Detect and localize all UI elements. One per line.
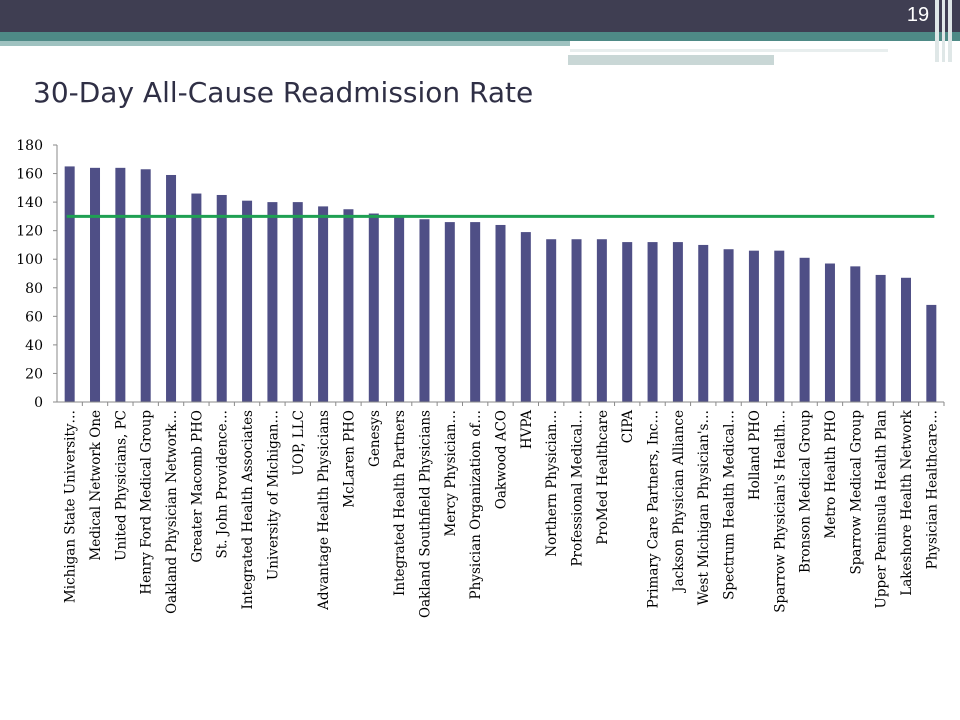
bar — [166, 174, 177, 402]
bar — [774, 250, 785, 402]
header-accent-band — [0, 32, 960, 41]
bar — [926, 304, 937, 402]
y-tick-label: 80 — [25, 281, 43, 297]
header-bar — [0, 0, 960, 32]
x-tick-label: Spectrum Health Medical… — [722, 410, 738, 600]
page-number: 19 — [906, 4, 930, 26]
x-tick-label: Mercy Physician… — [443, 410, 459, 537]
x-tick-label: Oakland Southfield Physicians — [417, 410, 433, 618]
x-tick-label: Physician Healthcare… — [924, 410, 940, 569]
bar — [292, 202, 303, 402]
x-tick-label: University of Michigan… — [265, 410, 281, 580]
bar — [520, 232, 531, 402]
x-tick-label: Greater Macomb PHO — [189, 410, 205, 563]
bar — [571, 239, 582, 402]
bar — [495, 224, 506, 402]
y-tick-label: 20 — [25, 366, 43, 382]
bar — [748, 250, 759, 402]
x-tick-label: Jackson Physician Alliance — [671, 410, 687, 594]
bars — [64, 166, 937, 402]
bar — [698, 244, 709, 402]
y-tick-label: 40 — [25, 338, 43, 354]
x-tick-label: Primary Care Partners, Inc… — [646, 410, 662, 608]
x-tick-label: Advantage Health Physicians — [316, 410, 332, 611]
x-tick-label: Bronson Medical Group — [798, 410, 814, 573]
y-tick-label: 180 — [16, 138, 43, 154]
x-tick-label: Sparrow Physician's Health… — [772, 410, 788, 613]
x-tick-label: Integrated Health Associates — [240, 410, 256, 610]
bar — [900, 277, 911, 402]
y-tick-label: 120 — [16, 224, 43, 240]
x-tick-label: St. John Providence… — [215, 410, 231, 558]
bar — [850, 266, 861, 402]
bar — [672, 242, 683, 402]
header-accent-line — [570, 49, 888, 52]
x-tick-label: Professional Medical… — [570, 410, 586, 567]
bar — [824, 263, 835, 402]
bar — [419, 219, 430, 402]
y-tick-label: 0 — [34, 395, 43, 411]
y-tick-label: 140 — [16, 195, 43, 211]
x-tick-label: Northern Physician… — [544, 410, 560, 557]
header-accent-band-light — [0, 41, 570, 46]
bar — [191, 193, 202, 402]
x-tick-label: Holland PHO — [747, 410, 763, 500]
header-deco-stripe — [948, 0, 952, 62]
x-tick-label: Oakland Physician Network… — [164, 410, 180, 614]
bar — [647, 242, 658, 402]
x-tick-label: Physician Organization of… — [468, 410, 484, 599]
x-tick-label: CIPA — [620, 410, 636, 444]
x-tick-label: Genesys — [367, 410, 383, 467]
x-tick-label: HVPA — [519, 410, 535, 449]
bar — [343, 209, 354, 402]
y-tick-label: 100 — [16, 252, 43, 268]
bar — [444, 222, 455, 402]
x-tick-label: Integrated Health Partners — [392, 410, 408, 596]
bar — [622, 242, 633, 402]
x-tick-label: Lakeshore Health Network — [899, 409, 915, 596]
bar — [64, 166, 75, 402]
bar — [875, 274, 886, 402]
x-tick-label: Sparrow Medical Group — [848, 410, 864, 575]
header-deco-stripe — [935, 0, 939, 62]
y-tick-label: 60 — [25, 309, 43, 325]
x-tick-label: UOP, LLC — [291, 410, 307, 476]
x-tick-label: Henry Ford Medical Group — [139, 410, 155, 595]
bar — [90, 167, 101, 402]
bar — [470, 222, 481, 402]
bar — [394, 216, 405, 402]
y-axis: 0 20 40 60 80 100 120 140 160 180 — [16, 138, 58, 411]
bar — [368, 213, 379, 402]
chart-title: 30-Day All-Cause Readmission Rate — [33, 76, 534, 109]
bar — [242, 200, 253, 402]
bar — [267, 202, 278, 402]
x-tick-label: Medical Network One — [88, 410, 104, 561]
bar — [546, 239, 557, 402]
x-tick-label: West Michigan Physician's… — [696, 410, 712, 605]
bar — [115, 167, 126, 402]
bar — [596, 239, 607, 402]
x-axis: Michigan State University… Medical Networ… — [57, 401, 945, 618]
x-tick-label: Michigan State University… — [63, 410, 79, 603]
x-tick-label: Oakwood ACO — [494, 410, 510, 509]
bar — [216, 194, 227, 402]
x-tick-label: United Physicians, PC — [113, 410, 129, 561]
x-tick-label: Upper Peninsula Health Plan — [874, 410, 890, 609]
x-tick-label: McLaren PHO — [341, 410, 357, 508]
bar — [318, 206, 329, 402]
bar — [140, 169, 151, 402]
bar — [723, 249, 734, 402]
x-tick-label: ProMed Healthcare — [595, 410, 611, 545]
bar — [799, 257, 810, 402]
x-tick-label: Metro Health PHO — [823, 410, 839, 539]
y-tick-label: 160 — [16, 167, 43, 183]
header-deco-stripe — [942, 0, 945, 62]
header-accent-strip — [568, 55, 774, 65]
